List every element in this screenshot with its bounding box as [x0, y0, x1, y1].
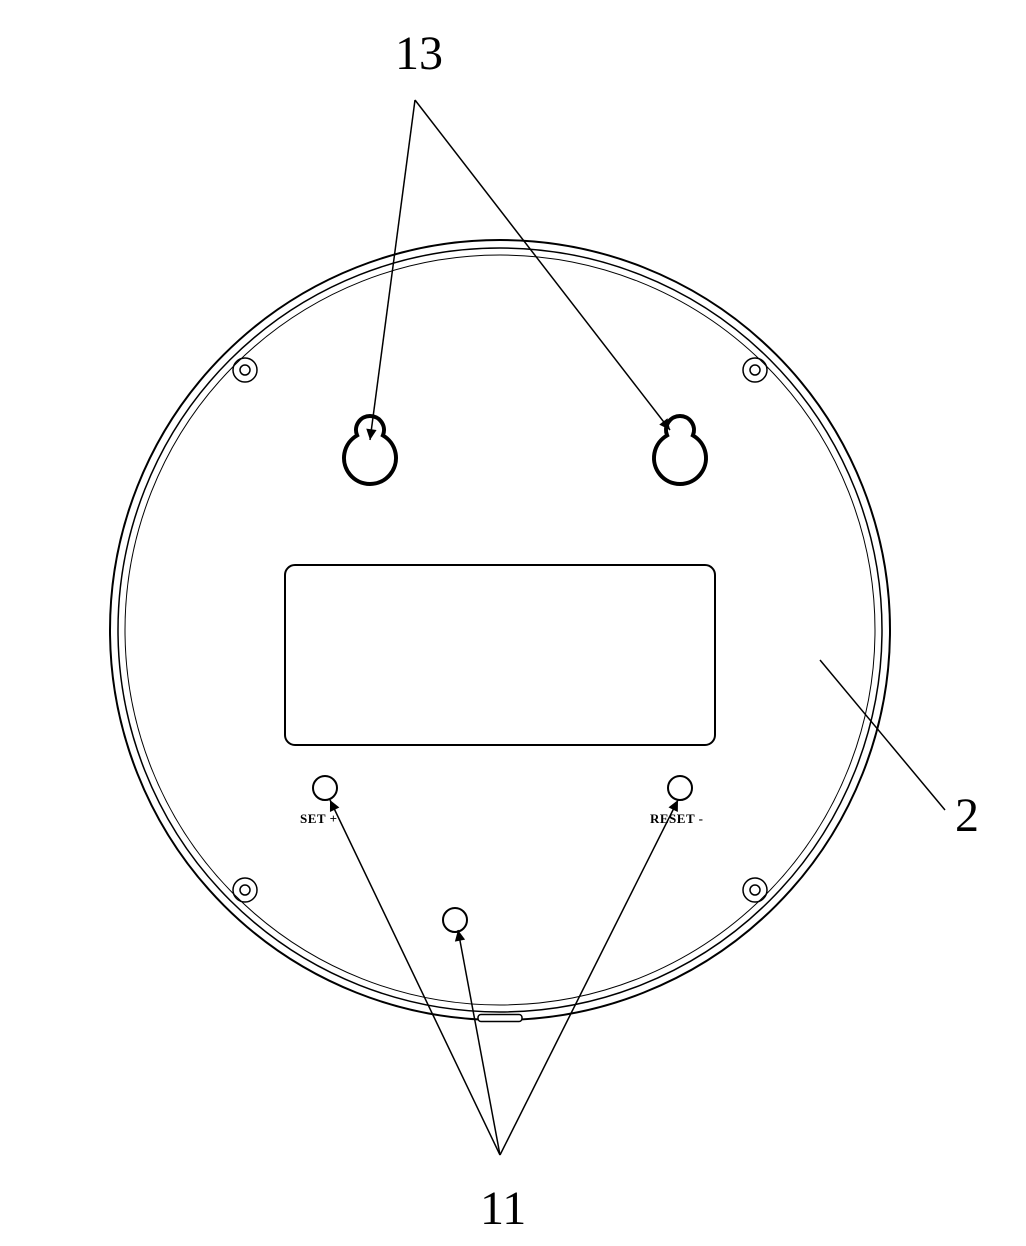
screw-hole-inner: [240, 885, 250, 895]
screw-hole-outer: [233, 358, 257, 382]
bottom-tab: [478, 1015, 522, 1022]
screw-hole-inner: [750, 885, 760, 895]
screw-hole-inner: [750, 365, 760, 375]
keyhole-outline: [654, 416, 706, 484]
screw-hole-outer: [743, 878, 767, 902]
set-label: SET +: [300, 812, 338, 825]
callout-13-arrow: [415, 100, 670, 430]
screw-hole-outer: [743, 358, 767, 382]
small-button[interactable]: [668, 776, 692, 800]
diagram-stage: SET + RESET - 13 2 11: [0, 0, 1026, 1246]
battery-panel: [285, 565, 715, 745]
small-button[interactable]: [443, 908, 467, 932]
callout-2-label: 2: [955, 792, 979, 840]
callout-13-label: 13: [395, 30, 443, 78]
keyhole-hanger: [344, 416, 396, 484]
outer-rim-inner-circle: [118, 248, 882, 1012]
diagram-svg: [0, 0, 1026, 1246]
callout-11-arrow: [330, 800, 500, 1155]
callout-11-label: 11: [480, 1185, 526, 1233]
outer-rim-circle: [110, 240, 890, 1020]
keyhole-hanger: [654, 416, 706, 484]
callout-11-arrow: [458, 930, 500, 1155]
callout-2-line: [820, 660, 945, 810]
screw-hole-outer: [233, 878, 257, 902]
callout-11-arrow: [500, 800, 678, 1155]
small-button[interactable]: [313, 776, 337, 800]
callout-13-arrow: [370, 100, 415, 440]
keyhole-outline: [344, 416, 396, 484]
reset-label: RESET -: [650, 812, 703, 825]
screw-hole-inner: [240, 365, 250, 375]
inner-plate-circle: [125, 255, 875, 1005]
